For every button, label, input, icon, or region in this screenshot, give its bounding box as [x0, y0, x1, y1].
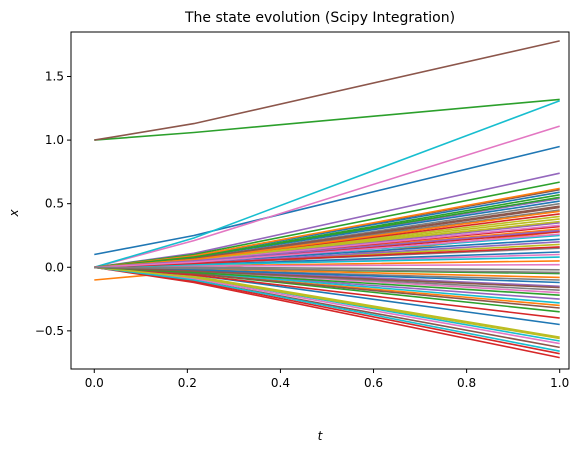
series-line [94, 99, 560, 269]
x-tick-label: 0.6 [364, 376, 383, 390]
y-tick-label: 0.0 [45, 260, 64, 274]
plot-lines [94, 40, 560, 359]
series-line [94, 266, 560, 289]
series-line [94, 40, 560, 141]
y-tick-label: 0.5 [45, 197, 64, 211]
y-tick-label: 1.5 [45, 70, 64, 84]
x-tick-label: 0.2 [178, 376, 197, 390]
y-tick-label: −0.5 [35, 324, 64, 338]
x-axis: 0.0 0.2 0.4 0.6 0.8 1.0 [85, 369, 569, 390]
series-line [94, 266, 560, 340]
chart-title: The state evolution (Scipy Integration) [184, 10, 455, 26]
x-tick-label: 1.0 [550, 376, 569, 390]
x-axis-label: t [318, 429, 324, 443]
series-line [94, 266, 560, 352]
x-tick-label: 0.4 [271, 376, 290, 390]
x-tick-label: 0.8 [457, 376, 476, 390]
series-line [94, 196, 560, 269]
y-axis: −0.5 0.0 0.5 1.0 1.5 [35, 70, 71, 338]
series-line [94, 266, 560, 274]
series-line [94, 98, 560, 141]
y-axis-label: x [7, 209, 21, 218]
plot-frame [70, 31, 570, 370]
series-line [94, 145, 560, 256]
y-tick-label: 1.0 [45, 133, 64, 147]
x-tick-label: 0.0 [85, 376, 104, 390]
series-line [94, 233, 560, 269]
series-line [94, 125, 560, 269]
